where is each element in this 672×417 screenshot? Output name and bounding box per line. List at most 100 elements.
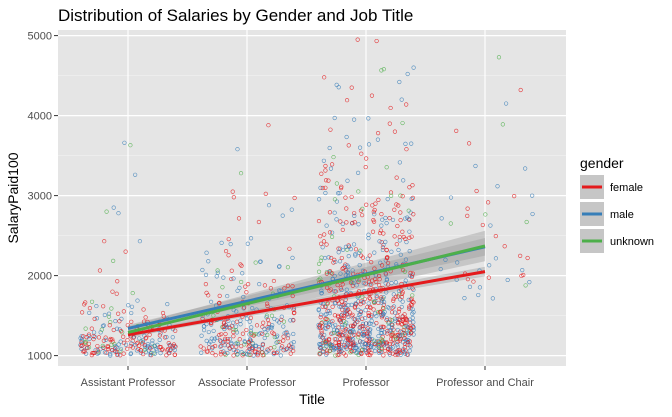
trend-line <box>127 270 486 337</box>
data-point <box>337 191 342 196</box>
data-point <box>352 211 357 216</box>
data-point <box>357 263 362 268</box>
data-point <box>390 310 395 315</box>
data-point <box>338 318 343 323</box>
data-point <box>167 342 172 348</box>
data-point <box>103 335 108 340</box>
trend-lines <box>127 244 486 337</box>
data-point <box>398 252 403 257</box>
data-point <box>266 123 271 128</box>
data-point <box>487 263 492 268</box>
data-point <box>330 343 335 348</box>
data-point <box>87 306 93 311</box>
data-point <box>230 320 236 325</box>
data-point <box>86 334 91 339</box>
data-point <box>278 353 283 358</box>
y-tick-label: 5000 <box>28 31 52 43</box>
data-point <box>288 318 293 323</box>
data-point <box>161 314 166 319</box>
data-point <box>368 344 374 349</box>
data-point <box>372 266 377 271</box>
data-point <box>214 274 219 279</box>
data-point <box>210 350 215 356</box>
legend: gender female male unknown <box>580 155 654 253</box>
data-point <box>317 197 322 202</box>
data-point <box>244 290 249 295</box>
data-point <box>140 338 145 343</box>
data-point <box>247 319 252 324</box>
data-point <box>80 310 85 315</box>
data-point <box>226 237 231 242</box>
data-point <box>118 328 124 334</box>
data-point <box>274 350 279 356</box>
data-point <box>173 328 178 333</box>
data-point <box>408 325 413 330</box>
data-point <box>370 229 376 234</box>
data-point <box>87 310 92 316</box>
data-point <box>172 352 177 357</box>
data-point <box>261 320 266 325</box>
data-point <box>235 340 240 345</box>
data-point <box>411 65 416 70</box>
data-point <box>334 181 339 186</box>
data-point <box>357 145 363 150</box>
data-point <box>254 323 260 328</box>
data-point <box>323 316 328 321</box>
data-point <box>381 295 386 300</box>
data-point <box>353 247 359 252</box>
data-point <box>323 190 328 196</box>
data-point <box>369 93 375 98</box>
data-point <box>116 342 121 347</box>
data-point <box>290 284 295 289</box>
data-point <box>332 273 337 279</box>
data-point <box>344 337 349 343</box>
data-point <box>407 304 412 309</box>
data-point <box>502 244 507 249</box>
data-point <box>448 221 453 226</box>
data-point <box>217 332 222 338</box>
data-point <box>338 286 343 291</box>
data-point <box>351 340 356 345</box>
data-point <box>405 342 410 347</box>
data-point <box>378 228 383 233</box>
data-point <box>222 351 227 356</box>
data-point <box>350 220 355 226</box>
data-point <box>336 250 341 255</box>
data-point <box>397 292 402 297</box>
data-point <box>373 201 378 206</box>
data-point <box>116 352 121 357</box>
data-point <box>352 317 358 322</box>
data-point <box>370 203 375 208</box>
data-point <box>98 347 103 352</box>
legend-label: female <box>610 182 643 194</box>
data-point <box>375 344 381 349</box>
data-point <box>285 283 291 288</box>
data-point <box>277 264 282 269</box>
data-point <box>379 346 385 351</box>
data-point <box>390 322 395 328</box>
y-tick-label: 2000 <box>28 271 52 283</box>
data-point <box>393 280 398 285</box>
data-point <box>235 288 240 293</box>
data-point <box>396 316 401 321</box>
data-point <box>375 339 380 344</box>
data-point <box>118 346 124 352</box>
data-point <box>250 306 255 311</box>
data-point <box>486 275 491 280</box>
data-point <box>86 341 92 346</box>
data-point <box>342 328 347 333</box>
data-point <box>79 343 84 348</box>
data-point <box>286 333 291 338</box>
data-point <box>381 67 386 72</box>
data-point <box>375 310 381 315</box>
data-point <box>375 131 381 136</box>
data-point <box>391 304 397 309</box>
data-point <box>133 172 138 177</box>
data-point <box>395 333 400 338</box>
data-point <box>320 335 325 340</box>
data-point <box>523 283 528 288</box>
data-point <box>221 340 226 345</box>
data-point <box>327 230 333 235</box>
data-point <box>143 315 148 320</box>
data-point <box>455 260 460 265</box>
